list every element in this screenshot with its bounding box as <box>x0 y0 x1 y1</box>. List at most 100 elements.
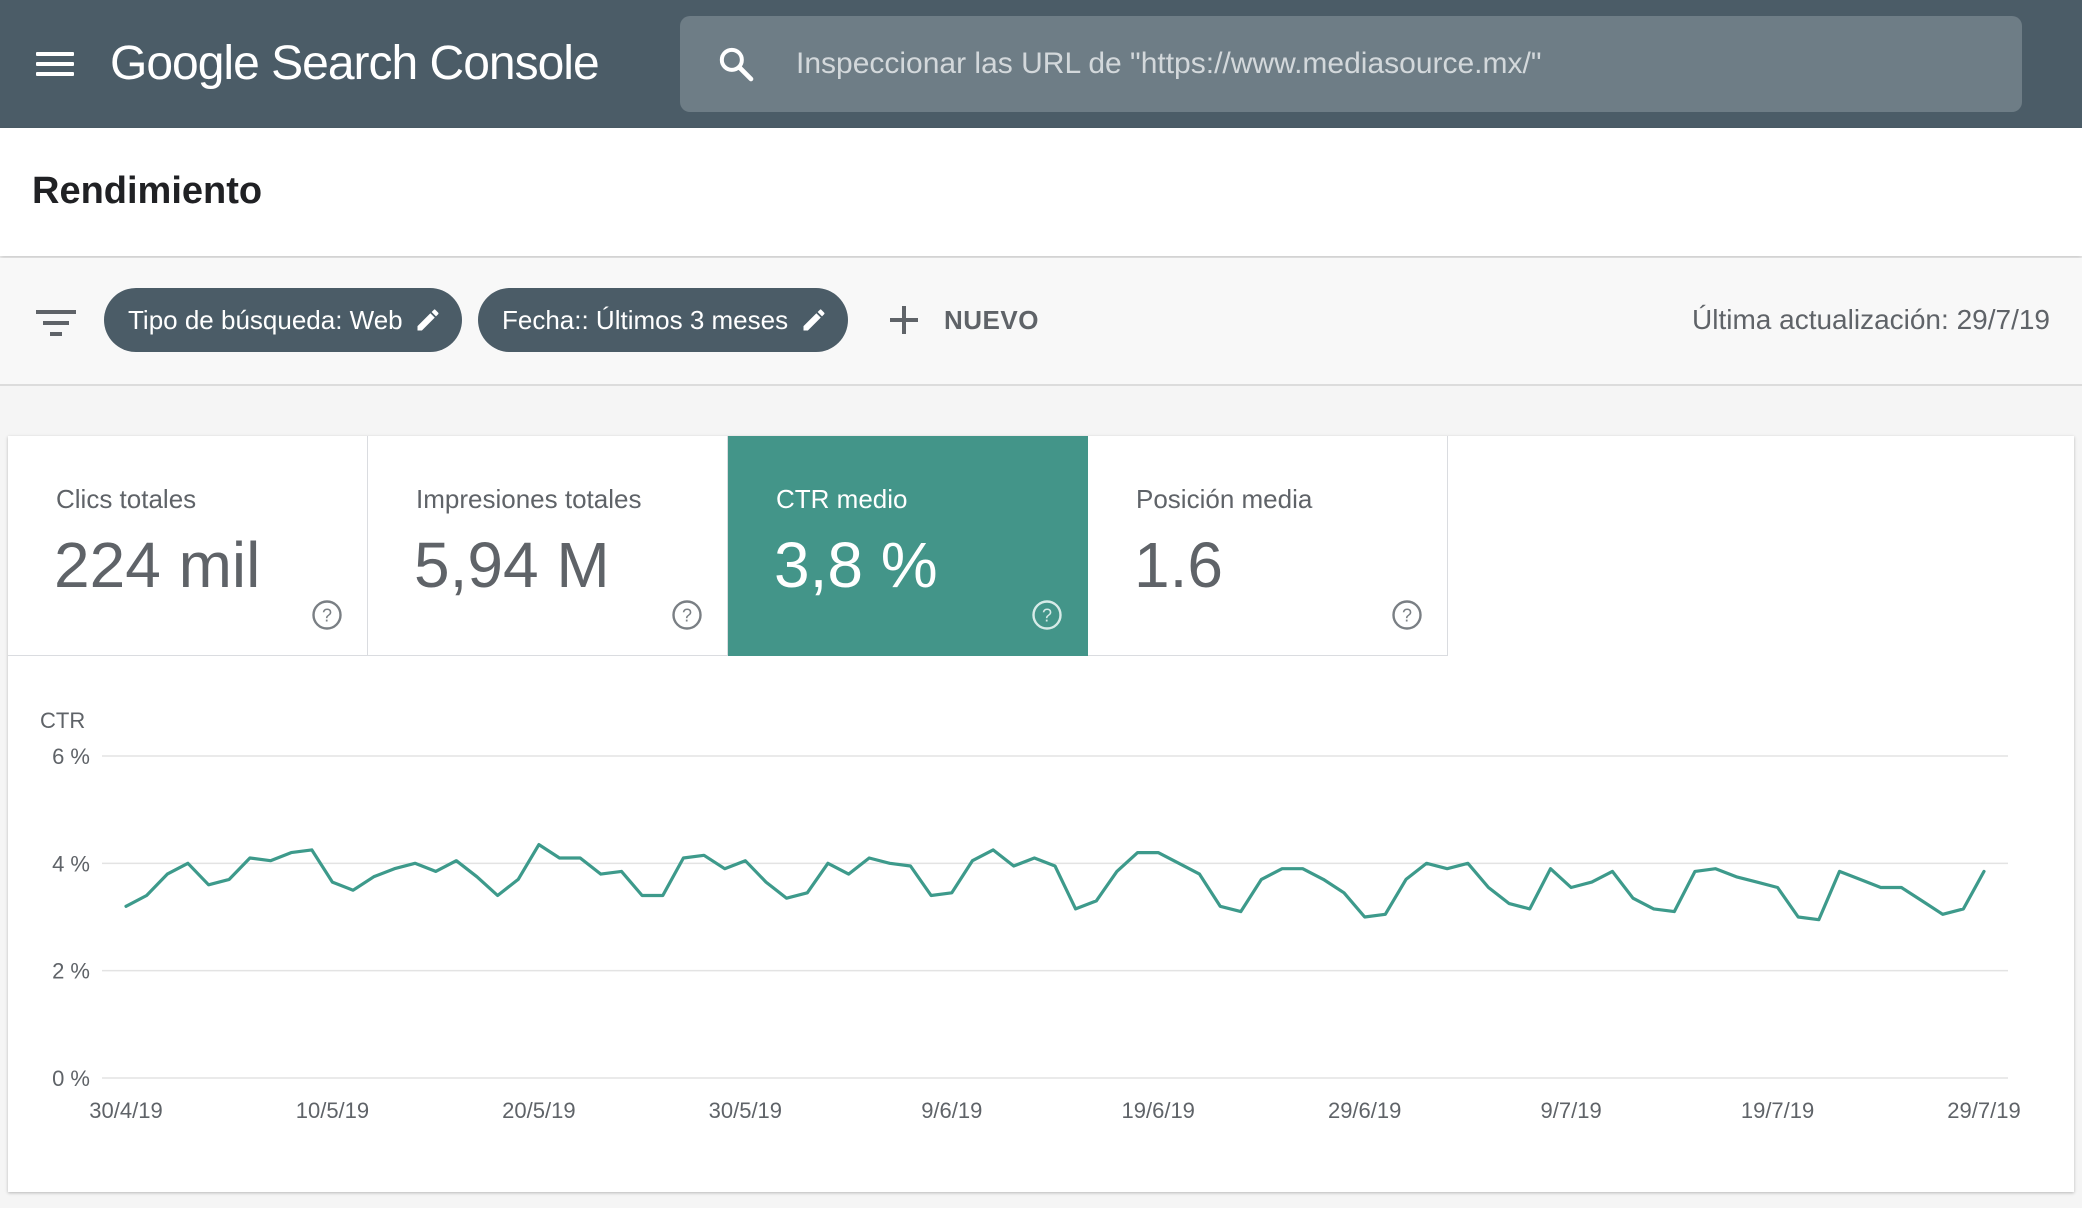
data-point[interactable] <box>1606 865 1618 877</box>
data-point[interactable] <box>1668 906 1680 918</box>
data-point[interactable] <box>719 863 731 875</box>
metric-average-ctr[interactable]: CTR medio 3,8 % ? <box>728 436 1088 656</box>
data-point[interactable] <box>1297 863 1309 875</box>
data-point[interactable] <box>120 900 132 912</box>
data-point[interactable] <box>636 890 648 902</box>
metric-total-clicks[interactable]: Clics totales 224 mil ? <box>8 436 368 656</box>
data-point[interactable] <box>1689 865 1701 877</box>
data-point[interactable] <box>966 855 978 867</box>
data-point[interactable] <box>1957 903 1969 915</box>
data-point[interactable] <box>326 876 338 888</box>
date-filter-chip[interactable]: Fecha:: Últimos 3 meses <box>478 288 848 352</box>
data-point[interactable] <box>368 871 380 883</box>
data-point[interactable] <box>698 849 710 861</box>
data-point[interactable] <box>430 865 442 877</box>
data-point[interactable] <box>1421 857 1433 869</box>
data-point[interactable] <box>347 884 359 896</box>
data-point[interactable] <box>554 852 566 864</box>
menu-icon[interactable] <box>30 44 82 84</box>
data-point[interactable] <box>1978 865 1990 877</box>
data-point[interactable] <box>1379 908 1391 920</box>
new-filter-button[interactable]: NUEVO <box>884 288 1044 352</box>
data-point[interactable] <box>388 863 400 875</box>
data-point[interactable] <box>1483 882 1495 894</box>
filter-icon[interactable] <box>36 308 76 338</box>
data-point[interactable] <box>657 890 669 902</box>
data-point[interactable] <box>1545 863 1557 875</box>
data-point[interactable] <box>595 868 607 880</box>
data-point[interactable] <box>1462 857 1474 869</box>
data-point[interactable] <box>616 865 628 877</box>
data-point[interactable] <box>285 847 297 859</box>
help-icon[interactable]: ? <box>311 599 343 631</box>
data-point[interactable] <box>244 852 256 864</box>
data-point[interactable] <box>739 855 751 867</box>
data-point[interactable] <box>987 844 999 856</box>
data-point[interactable] <box>1813 914 1825 926</box>
data-point[interactable] <box>1152 847 1164 859</box>
data-point[interactable] <box>1214 900 1226 912</box>
data-point[interactable] <box>1028 852 1040 864</box>
data-point[interactable] <box>1751 876 1763 888</box>
data-point[interactable] <box>492 890 504 902</box>
metric-average-position[interactable]: Posición media 1.6 ? <box>1088 436 1448 656</box>
data-point[interactable] <box>1792 911 1804 923</box>
data-point[interactable] <box>471 871 483 883</box>
data-point[interactable] <box>1359 911 1371 923</box>
data-point[interactable] <box>1627 892 1639 904</box>
data-point[interactable] <box>1916 895 1928 907</box>
help-icon[interactable]: ? <box>671 599 703 631</box>
data-point[interactable] <box>450 855 462 867</box>
data-point[interactable] <box>1255 873 1267 885</box>
data-point[interactable] <box>863 852 875 864</box>
data-point[interactable] <box>1648 903 1660 915</box>
data-point[interactable] <box>1111 865 1123 877</box>
data-point[interactable] <box>1173 857 1185 869</box>
data-point[interactable] <box>1937 908 1949 920</box>
data-point[interactable] <box>781 892 793 904</box>
data-point[interactable] <box>1049 860 1061 872</box>
search-input[interactable] <box>796 36 1976 92</box>
data-point[interactable] <box>1895 882 1907 894</box>
data-point[interactable] <box>1441 863 1453 875</box>
help-icon[interactable]: ? <box>1391 599 1423 631</box>
ctr-line-chart[interactable]: CTR 6 % 4 % 2 % 0 % 30/4/19 10/5/19 20/5/19 30… <box>8 656 2074 1192</box>
data-point[interactable] <box>141 890 153 902</box>
series-line-ctr[interactable] <box>124 843 1986 922</box>
data-point[interactable] <box>1710 863 1722 875</box>
data-point[interactable] <box>161 868 173 880</box>
help-icon[interactable]: ? <box>1031 599 1063 631</box>
data-point[interactable] <box>1338 887 1350 899</box>
data-point[interactable] <box>512 873 524 885</box>
data-point[interactable] <box>1565 882 1577 894</box>
data-point[interactable] <box>1235 906 1247 918</box>
search-icon[interactable] <box>716 44 756 84</box>
data-point[interactable] <box>843 868 855 880</box>
search-type-filter-chip[interactable]: Tipo de búsqueda: Web <box>104 288 462 352</box>
data-point[interactable] <box>1194 868 1206 880</box>
metric-total-impressions[interactable]: Impresiones totales 5,94 M ? <box>368 436 728 656</box>
data-point[interactable] <box>884 857 896 869</box>
data-point[interactable] <box>760 876 772 888</box>
data-point[interactable] <box>1834 865 1846 877</box>
data-point[interactable] <box>1276 863 1288 875</box>
data-point[interactable] <box>1090 895 1102 907</box>
data-point[interactable] <box>574 852 586 864</box>
data-point[interactable] <box>1586 876 1598 888</box>
data-point[interactable] <box>1317 873 1329 885</box>
data-point[interactable] <box>1008 860 1020 872</box>
data-point[interactable] <box>533 839 545 851</box>
edit-pencil-icon[interactable] <box>414 306 442 334</box>
data-point[interactable] <box>677 852 689 864</box>
data-point[interactable] <box>1132 847 1144 859</box>
data-point[interactable] <box>946 887 958 899</box>
data-point[interactable] <box>1070 903 1082 915</box>
data-point[interactable] <box>801 887 813 899</box>
data-point[interactable] <box>905 860 917 872</box>
data-point[interactable] <box>182 857 194 869</box>
data-point[interactable] <box>925 890 937 902</box>
app-title[interactable]: Google Search Console <box>110 37 600 90</box>
data-point[interactable] <box>1524 903 1536 915</box>
data-point[interactable] <box>223 873 235 885</box>
data-point[interactable] <box>1875 882 1887 894</box>
